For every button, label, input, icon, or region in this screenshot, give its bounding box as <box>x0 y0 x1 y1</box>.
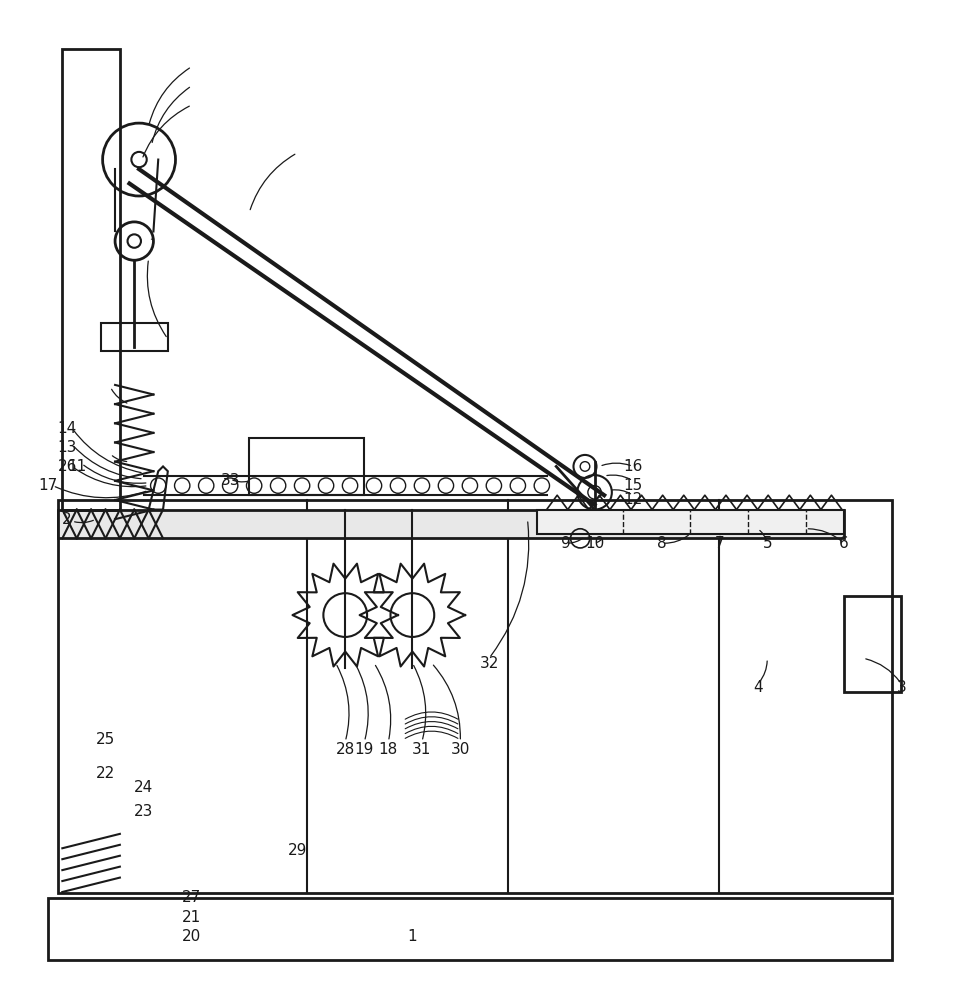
Text: 14: 14 <box>58 421 77 436</box>
Text: 33: 33 <box>221 473 240 488</box>
Bar <box>249 438 364 495</box>
Bar <box>58 510 844 538</box>
Text: 4: 4 <box>753 680 762 695</box>
Text: 17: 17 <box>38 478 58 493</box>
Text: 9: 9 <box>561 536 571 551</box>
Text: 15: 15 <box>623 478 643 493</box>
Text: 8: 8 <box>657 536 667 551</box>
Bar <box>62 49 120 510</box>
Text: 11: 11 <box>67 459 86 474</box>
Text: 7: 7 <box>714 536 724 551</box>
Text: 28: 28 <box>336 742 355 757</box>
Text: 29: 29 <box>288 843 307 858</box>
Text: 2: 2 <box>62 512 72 527</box>
Text: 16: 16 <box>623 459 643 474</box>
Text: 27: 27 <box>182 890 201 905</box>
Text: 32: 32 <box>480 656 499 671</box>
Text: 19: 19 <box>355 742 374 757</box>
Text: 21: 21 <box>182 910 201 925</box>
Text: 20: 20 <box>182 929 201 944</box>
Text: 18: 18 <box>379 742 398 757</box>
Text: 30: 30 <box>451 742 470 757</box>
Text: 23: 23 <box>134 804 153 819</box>
Text: 3: 3 <box>897 680 906 695</box>
Text: 1: 1 <box>408 929 417 944</box>
Text: 10: 10 <box>585 536 604 551</box>
Text: 12: 12 <box>623 492 643 508</box>
Text: 25: 25 <box>96 732 115 747</box>
Text: 6: 6 <box>839 536 849 551</box>
Text: 31: 31 <box>412 742 432 757</box>
Text: 24: 24 <box>134 780 153 795</box>
Polygon shape <box>149 466 168 510</box>
Bar <box>537 510 844 534</box>
Bar <box>58 500 892 893</box>
Text: 22: 22 <box>96 766 115 781</box>
Text: 5: 5 <box>762 536 772 551</box>
Bar <box>101 323 168 351</box>
Text: 13: 13 <box>58 440 77 455</box>
Text: 26: 26 <box>58 459 77 474</box>
Bar <box>844 596 901 692</box>
Bar <box>48 898 892 960</box>
